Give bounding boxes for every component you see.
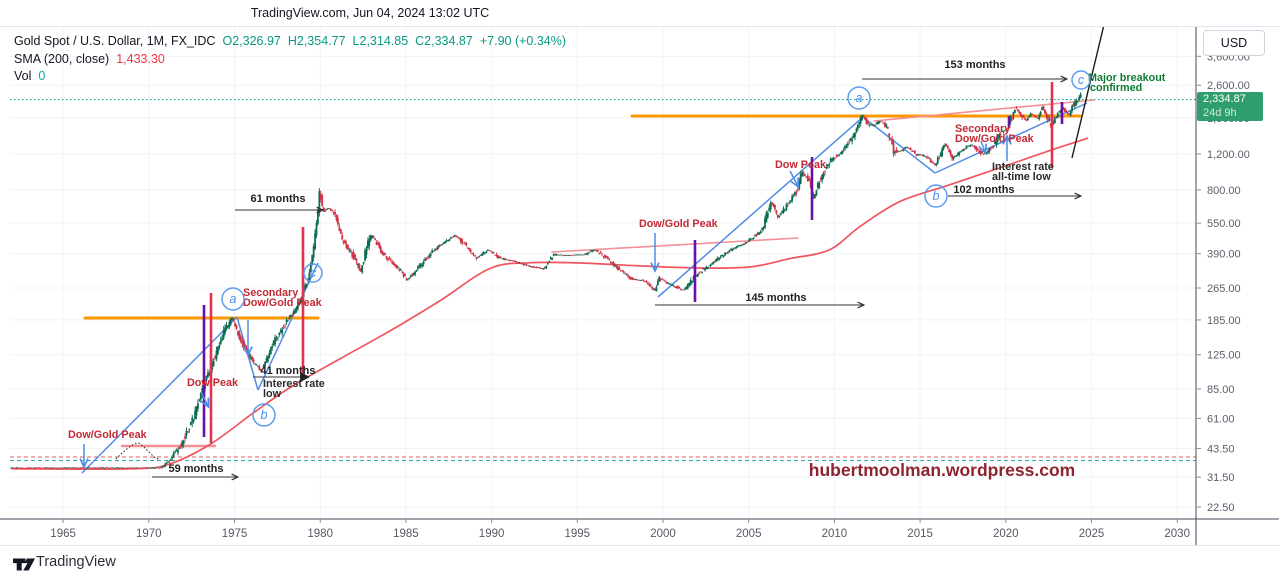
high-value: H2,354.77 xyxy=(287,34,346,48)
price-axis-label: 390.00 xyxy=(1207,249,1241,261)
year-axis-label: 2025 xyxy=(1079,528,1105,540)
annotation-label[interactable]: Dow Peak xyxy=(187,377,239,389)
annotation-label[interactable]: Dow/Gold Peak xyxy=(243,297,323,309)
pointer-arrows[interactable] xyxy=(84,137,1007,466)
price-axis-label: 185.00 xyxy=(1207,315,1241,327)
usd-currency-button[interactable]: USD xyxy=(1203,30,1265,56)
annotation-label[interactable]: Major breakout xyxy=(1088,72,1166,84)
year-axis-label: 1970 xyxy=(136,528,162,540)
price-axis-label: 85.00 xyxy=(1207,384,1235,396)
circled-letter-c[interactable] xyxy=(1071,70,1091,90)
annotation-label[interactable]: Dow/Gold Peak xyxy=(68,429,148,441)
volume-value: 0 xyxy=(38,69,46,83)
price-axis-label: 43.50 xyxy=(1207,443,1235,455)
svg-text:a: a xyxy=(230,292,237,306)
svg-text:61 months: 61 months xyxy=(250,193,305,205)
low-value: L2,314.85 xyxy=(352,34,409,48)
bar-countdown: 24d 9h xyxy=(1203,106,1237,119)
year-axis-label: 1975 xyxy=(222,528,248,540)
price-axis-label: 61.00 xyxy=(1207,413,1235,425)
year-axis-label: 2020 xyxy=(993,528,1019,540)
svg-text:b: b xyxy=(261,408,268,422)
price-axis-label: 125.00 xyxy=(1207,350,1241,362)
sma-value: 1,433.30 xyxy=(116,51,165,66)
change-value: +7.90 (+0.34%) xyxy=(479,34,567,48)
year-axis-label: 2000 xyxy=(650,528,676,540)
year-axis-label: 1995 xyxy=(565,528,591,540)
svg-text:145 months: 145 months xyxy=(745,292,806,304)
candles-series xyxy=(9,92,1082,469)
circled-letter-b[interactable] xyxy=(252,403,276,427)
month-span-arrows[interactable]: 59 months 61 months 41 months 145 months 102… xyxy=(152,59,1080,477)
circled-letter-a[interactable] xyxy=(847,86,871,110)
tradingview-logo-icon[interactable] xyxy=(12,555,36,578)
price-wiggle-1968 xyxy=(115,442,161,461)
annotation-label[interactable]: Secondary xyxy=(955,123,1010,135)
annotation-label[interactable]: Dow/Gold Peak xyxy=(639,218,719,230)
sma-indicator-label[interactable]: SMA (200, close) xyxy=(14,51,110,66)
svg-text:c: c xyxy=(310,266,317,280)
annotation-label[interactable]: Secondary xyxy=(243,287,298,299)
circled-letter-c[interactable] xyxy=(303,263,323,283)
watermark-text: hubertmoolman.wordpress.com xyxy=(809,460,1075,480)
title-bar: TradingView.com, Jun 04, 2024 13:02 UTC xyxy=(0,0,1279,27)
close-value: C2,334.87 xyxy=(415,34,473,48)
dashed-price-lines xyxy=(10,99,1196,461)
year-axis-label: 2010 xyxy=(822,528,848,540)
chart-legend: Gold Spot / U.S. Dollar, 1M, FX_IDC O2,32… xyxy=(14,33,566,86)
legend-volume-row: Vol 0 xyxy=(14,68,566,86)
circled-letter-a[interactable] xyxy=(221,287,245,311)
circled-letter-b[interactable] xyxy=(924,184,948,208)
svg-text:41 months: 41 months xyxy=(260,365,315,377)
year-axis-label: 1990 xyxy=(479,528,505,540)
annotation-label[interactable]: Dow Peak xyxy=(775,159,827,171)
year-axis-label: 2005 xyxy=(736,528,762,540)
year-axis-label: 1985 xyxy=(393,528,419,540)
svg-text:b: b xyxy=(933,189,940,203)
page-title: TradingView.com, Jun 04, 2024 13:02 UTC xyxy=(250,6,490,20)
orange-resistance-lines[interactable] xyxy=(83,114,1082,320)
tradingview-brand-link[interactable]: TradingView xyxy=(36,554,116,570)
svg-text:a: a xyxy=(856,91,863,105)
legend-sma-row: SMA (200, close) 1,433.30 xyxy=(14,51,566,69)
open-value: O2,326.97 xyxy=(222,34,281,48)
volume-indicator-label[interactable]: Vol xyxy=(14,69,32,83)
annotation-label[interactable]: Interest rate xyxy=(263,378,325,390)
svg-text:102 months: 102 months xyxy=(953,184,1014,196)
price-axis-label: 31.50 xyxy=(1207,472,1235,484)
year-axis-label: 1965 xyxy=(50,528,76,540)
year-axis-label: 1980 xyxy=(307,528,333,540)
price-axis-label: 265.00 xyxy=(1207,283,1241,295)
vertical-range-marks[interactable] xyxy=(202,82,1064,443)
annotation-label[interactable]: Interest rate xyxy=(992,161,1054,173)
circled-letters[interactable]: a c b a b c xyxy=(221,70,1091,427)
year-axis-label: 2015 xyxy=(907,528,933,540)
price-axis-label: 800.00 xyxy=(1207,185,1241,197)
sma-200-line[interactable] xyxy=(11,137,1089,471)
current-price-badge: 2,334.87 24d 9h xyxy=(1197,92,1263,121)
price-axis-label: 22.50 xyxy=(1207,502,1235,514)
price-axis-label: 2,600.00 xyxy=(1207,80,1250,92)
year-axis-label: 2030 xyxy=(1164,528,1190,540)
footer-bar: TradingView xyxy=(0,545,1279,582)
pink-trendlines[interactable] xyxy=(120,99,1095,448)
svg-text:153 months: 153 months xyxy=(944,59,1005,71)
current-price-value: 2,334.87 xyxy=(1203,93,1246,105)
annotation-label[interactable]: low xyxy=(263,388,282,400)
svg-text:c: c xyxy=(1078,73,1085,87)
axes: 3,600.002,600.001,800.001,200.00800.0055… xyxy=(0,26,1279,545)
annotation-label[interactable]: Dow/Gold Peak xyxy=(955,133,1035,145)
price-axis-label: 550.00 xyxy=(1207,218,1241,230)
annotation-label[interactable]: confirmed xyxy=(1090,82,1142,94)
legend-symbol-row: Gold Spot / U.S. Dollar, 1M, FX_IDC O2,32… xyxy=(14,33,566,51)
annotation-label[interactable]: all-time low xyxy=(992,171,1051,183)
price-axis-label: 1,200.00 xyxy=(1207,149,1250,161)
symbol-title[interactable]: Gold Spot / U.S. Dollar, 1M, FX_IDC xyxy=(14,34,216,48)
svg-text:59 months: 59 months xyxy=(168,463,223,475)
